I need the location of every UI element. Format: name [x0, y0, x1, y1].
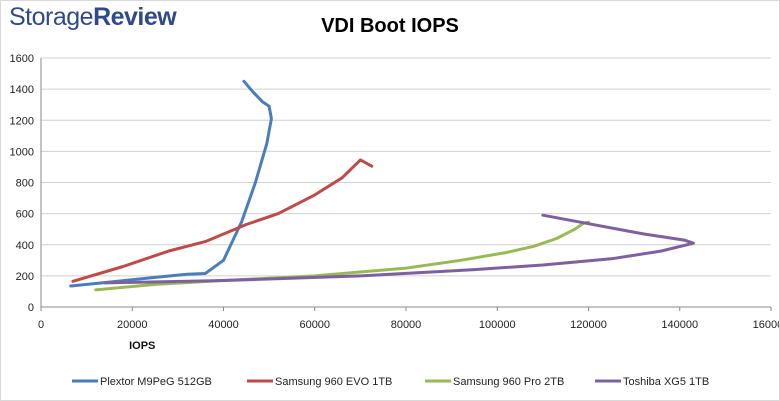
x-tick-label: 140000 [661, 319, 698, 331]
x-tick-label: 0 [38, 319, 44, 331]
logo-text-regular: Storage [9, 3, 94, 31]
y-tick-label: 400 [16, 240, 34, 252]
y-tick-label: 800 [16, 178, 34, 190]
legend-label-1: Plextor M9PeG 512GB [100, 376, 212, 388]
y-tick-label: 600 [16, 209, 34, 221]
y-tick-label: 1200 [10, 115, 34, 127]
legend-label-2: Samsung 960 EVO 1TB [275, 376, 392, 388]
x-tick-label: 120000 [570, 319, 607, 331]
y-tick-label: 0 [28, 302, 34, 314]
x-tick-label: 40000 [208, 319, 239, 331]
x-tick-label: 160000 [753, 319, 779, 331]
chart-title: VDI Boot IOPS [321, 15, 459, 37]
y-tick-label: 1600 [10, 53, 34, 65]
x-tick-label: 20000 [117, 319, 148, 331]
legend-label-3: Samsung 960 Pro 2TB [453, 376, 564, 388]
y-tick-label: 200 [16, 271, 34, 283]
y-tick-label: 1000 [10, 146, 34, 158]
series-line-2 [71, 158, 374, 283]
x-tick-label: 60000 [299, 319, 330, 331]
logo-text-bold: Review [93, 3, 177, 31]
storagereview-logo: StorageReview [9, 3, 177, 32]
x-tick-label: 80000 [391, 319, 422, 331]
legend-label-4: Toshiba XG5 1TB [623, 376, 709, 388]
x-tick-label: 100000 [479, 319, 516, 331]
series-line-4 [103, 213, 695, 285]
x-axis-title: IOPS [129, 340, 155, 352]
series-line-3 [94, 220, 590, 292]
series-line-1 [69, 79, 273, 288]
y-tick-label: 1400 [10, 84, 34, 96]
